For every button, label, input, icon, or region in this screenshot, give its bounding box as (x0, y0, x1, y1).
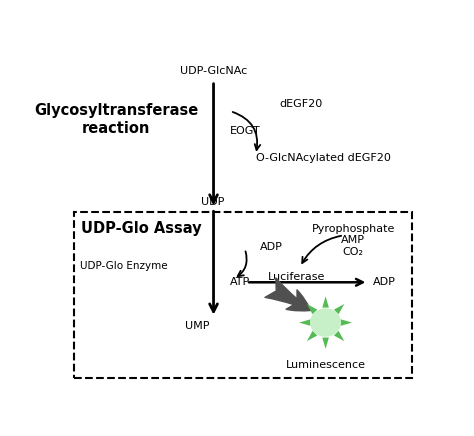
Circle shape (311, 309, 340, 336)
Text: UDP: UDP (201, 197, 224, 207)
Text: ADP: ADP (374, 277, 396, 287)
Polygon shape (341, 319, 352, 326)
Text: Glycosyltransferase
reaction: Glycosyltransferase reaction (34, 103, 198, 136)
Text: Pyrophosphate
AMP
CO₂: Pyrophosphate AMP CO₂ (311, 224, 395, 257)
Text: Luciferase: Luciferase (267, 272, 325, 282)
Polygon shape (307, 331, 317, 341)
Text: dEGF20: dEGF20 (280, 99, 323, 109)
Text: ATP: ATP (230, 277, 250, 287)
Polygon shape (322, 296, 329, 308)
Text: EOGT: EOGT (230, 126, 261, 136)
Text: ADP: ADP (259, 242, 283, 252)
Text: UDP-Glo Enzyme: UDP-Glo Enzyme (80, 260, 167, 270)
Text: O-GlcNAcylated dEGF20: O-GlcNAcylated dEGF20 (256, 153, 391, 163)
Polygon shape (307, 304, 317, 314)
Text: UDP-GlcNAc: UDP-GlcNAc (180, 66, 247, 76)
Polygon shape (334, 304, 344, 314)
Text: UDP-Glo Assay: UDP-Glo Assay (82, 221, 202, 236)
Polygon shape (299, 319, 310, 326)
Text: Luminescence: Luminescence (285, 360, 365, 370)
Polygon shape (334, 331, 344, 341)
Polygon shape (322, 337, 329, 349)
Text: UMP: UMP (185, 321, 209, 331)
